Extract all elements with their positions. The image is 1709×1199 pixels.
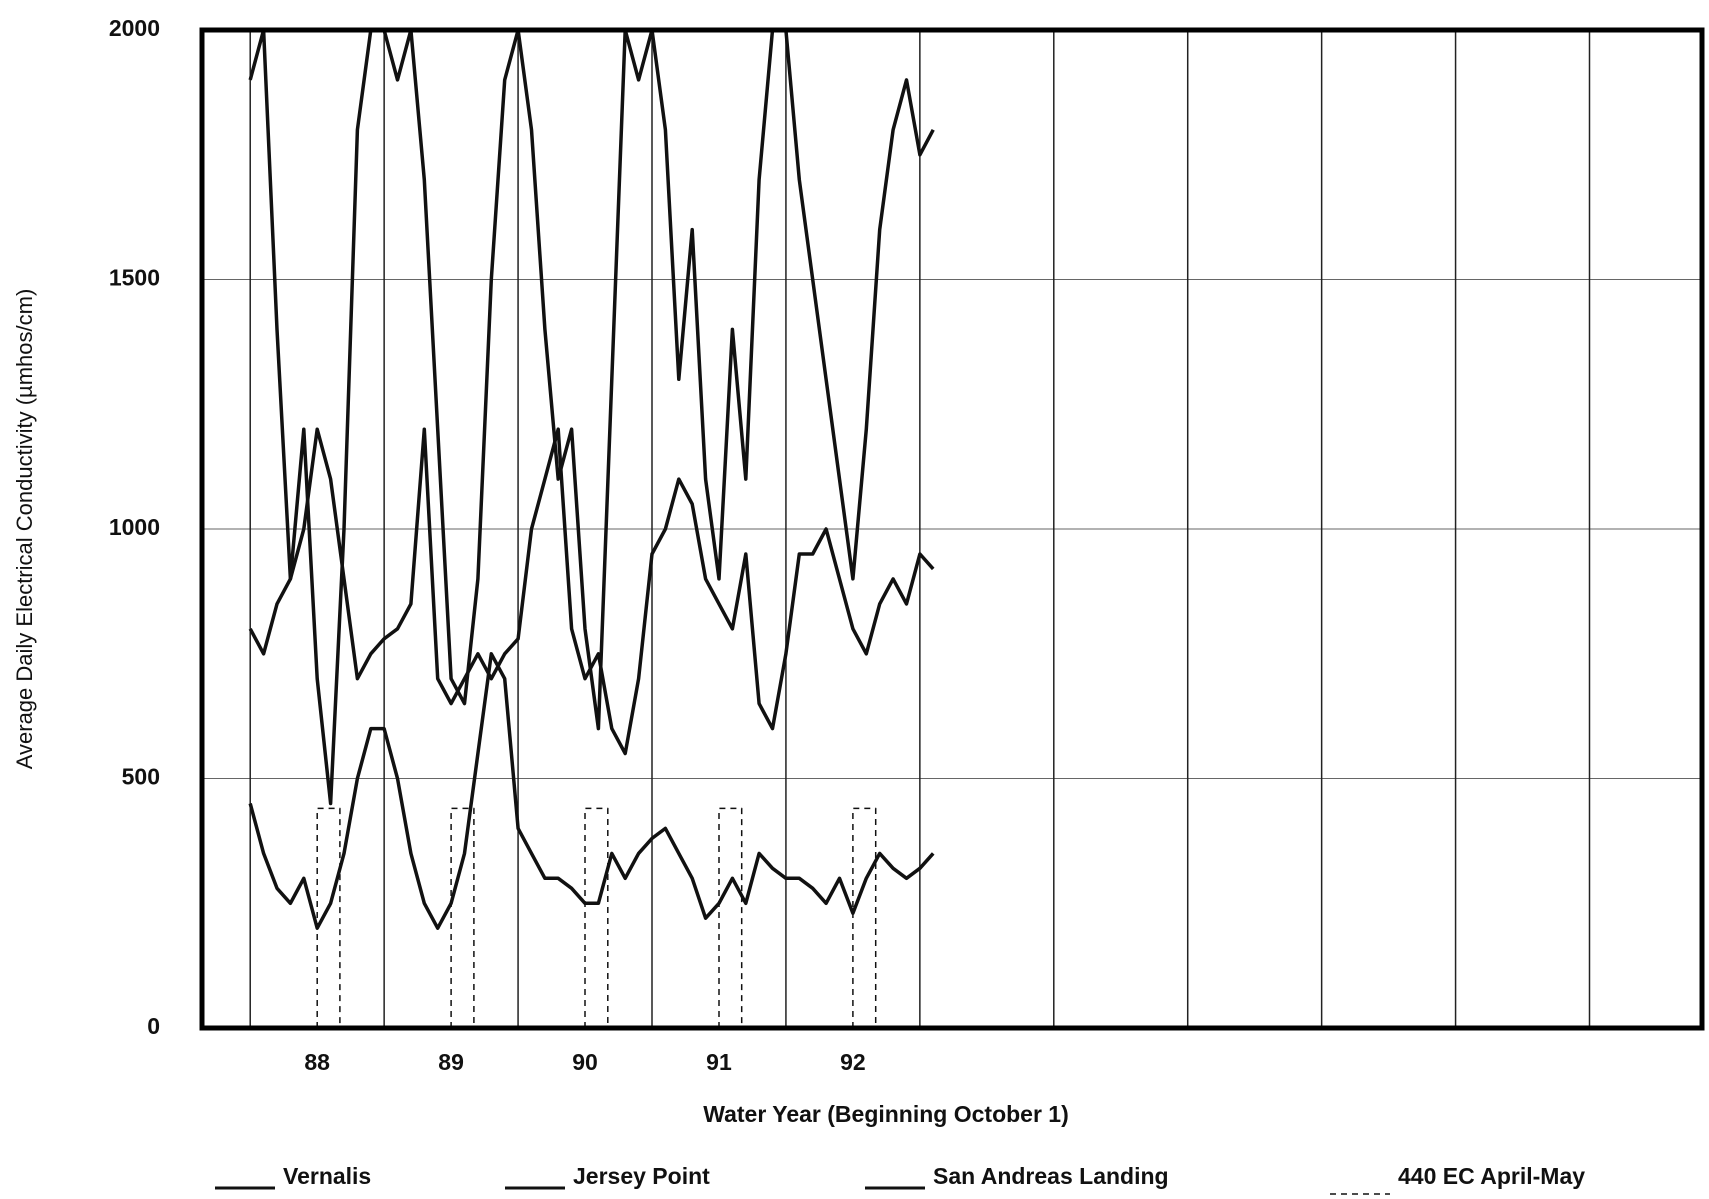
series-line — [248, 427, 935, 756]
y-axis-label: Average Daily Electrical Conductivity (µ… — [12, 289, 37, 770]
y-tick-label: 500 — [122, 764, 160, 790]
x-tick-label: 88 — [304, 1049, 330, 1075]
threshold-line — [316, 807, 877, 1028]
x-tick-label: 91 — [706, 1049, 732, 1075]
x-axis-label: Water Year (Beginning October 1) — [703, 1101, 1069, 1127]
legend-label: San Andreas Landing — [933, 1163, 1169, 1189]
y-tick-label: 2000 — [109, 15, 160, 41]
legend-label: 440 EC April-May — [1398, 1163, 1585, 1189]
series-line — [248, 30, 935, 806]
y-tick-label: 1000 — [109, 514, 160, 540]
x-tick-label: 90 — [572, 1049, 598, 1075]
x-tick-label: 89 — [438, 1049, 464, 1075]
plot-area — [248, 30, 935, 1028]
y-tick-label: 1500 — [109, 265, 160, 291]
series-line — [248, 652, 935, 930]
x-tick-label: 92 — [840, 1049, 866, 1075]
y-tick-label: 0 — [147, 1013, 160, 1039]
legend-label: Jersey Point — [573, 1163, 710, 1189]
legend-label: Vernalis — [283, 1163, 371, 1189]
plot-frame — [199, 27, 1705, 1031]
